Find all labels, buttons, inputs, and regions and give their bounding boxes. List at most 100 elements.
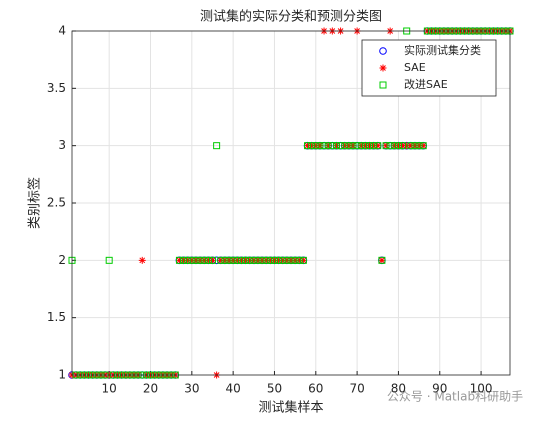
legend-label: SAE: [404, 61, 426, 74]
legend-marker: [379, 47, 387, 55]
y-axis-label: 类别标签: [27, 177, 43, 229]
marker: [291, 256, 299, 264]
marker: [411, 142, 419, 150]
marker: [287, 256, 295, 264]
marker: [266, 256, 274, 264]
marker: [262, 256, 270, 264]
marker: [200, 256, 208, 264]
marker: [254, 256, 262, 264]
marker: [299, 256, 307, 264]
x-tick-label: 50: [267, 382, 282, 396]
x-tick-label: 20: [143, 382, 158, 396]
marker: [188, 256, 196, 264]
marker: [345, 142, 353, 150]
y-tick-label: 1.5: [47, 310, 66, 324]
marker: [279, 256, 287, 264]
marker: [208, 256, 216, 264]
marker: [266, 256, 274, 264]
marker: [258, 256, 266, 264]
marker: [415, 142, 423, 150]
marker: [357, 142, 365, 150]
marker: [324, 142, 332, 150]
marker: [283, 256, 291, 264]
marker: [279, 256, 287, 264]
marker: [399, 142, 407, 150]
marker: [246, 256, 254, 264]
marker: [233, 256, 241, 264]
marker: [180, 256, 188, 264]
marker: [184, 256, 192, 264]
axes-box: [71, 30, 511, 376]
marker: [242, 256, 250, 264]
marker: [382, 142, 390, 150]
y-tick-label: 3: [58, 138, 66, 152]
marker: [254, 256, 262, 264]
marker: [361, 142, 369, 150]
x-tick-label: 80: [391, 382, 406, 396]
marker: [399, 142, 407, 150]
marker: [366, 142, 374, 150]
marker: [419, 142, 427, 150]
legend: 实际测试集分类 SAE 改进SAE: [361, 39, 497, 97]
marker: [196, 256, 204, 264]
marker: [196, 256, 204, 264]
x-tick-label: 60: [308, 382, 323, 396]
marker: [308, 142, 316, 150]
marker: [312, 142, 320, 150]
marker: [225, 256, 233, 264]
marker: [320, 142, 328, 150]
marker: [378, 256, 386, 264]
marker: [299, 256, 307, 264]
marker: [192, 256, 200, 264]
x-tick-label: 10: [102, 382, 117, 396]
marker: [407, 142, 415, 150]
marker: [204, 256, 212, 264]
marker: [105, 256, 113, 264]
marker: [221, 256, 229, 264]
marker: [332, 142, 340, 150]
marker: [349, 142, 357, 150]
marker: [357, 142, 365, 150]
marker: [295, 256, 303, 264]
marker: [332, 142, 340, 150]
legend-label: 实际测试集分类: [404, 43, 481, 57]
y-tick-label: 1: [58, 368, 66, 382]
marker: [287, 256, 295, 264]
marker: [374, 142, 382, 150]
marker: [295, 256, 303, 264]
marker: [419, 142, 427, 150]
marker: [304, 142, 312, 150]
marker: [341, 142, 349, 150]
marker: [283, 256, 291, 264]
marker: [258, 256, 266, 264]
marker: [308, 142, 316, 150]
marker: [386, 142, 394, 150]
y-tick-label: 2: [58, 253, 66, 267]
x-tick-label: 30: [184, 382, 199, 396]
marker: [394, 142, 402, 150]
marker: [353, 142, 361, 150]
x-tick-label: 100: [470, 382, 493, 396]
marker: [316, 142, 324, 150]
marker: [328, 142, 336, 150]
marker: [349, 142, 357, 150]
watermark: 公众号 · Matlab科研助手: [387, 390, 523, 404]
marker: [270, 256, 278, 264]
marker: [390, 142, 398, 150]
marker: [262, 256, 270, 264]
marker: [200, 256, 208, 264]
marker: [407, 142, 415, 150]
marker: [374, 142, 382, 150]
marker: [324, 142, 332, 150]
marker: [217, 256, 225, 264]
x-tick-label: 70: [349, 382, 364, 396]
marker: [229, 256, 237, 264]
marker: [304, 142, 312, 150]
marker: [237, 256, 245, 264]
marker: [341, 142, 349, 150]
marker: [217, 256, 225, 264]
marker: [415, 142, 423, 150]
x-tick-label: 90: [432, 382, 447, 396]
marker: [403, 142, 411, 150]
marker: [229, 256, 237, 264]
